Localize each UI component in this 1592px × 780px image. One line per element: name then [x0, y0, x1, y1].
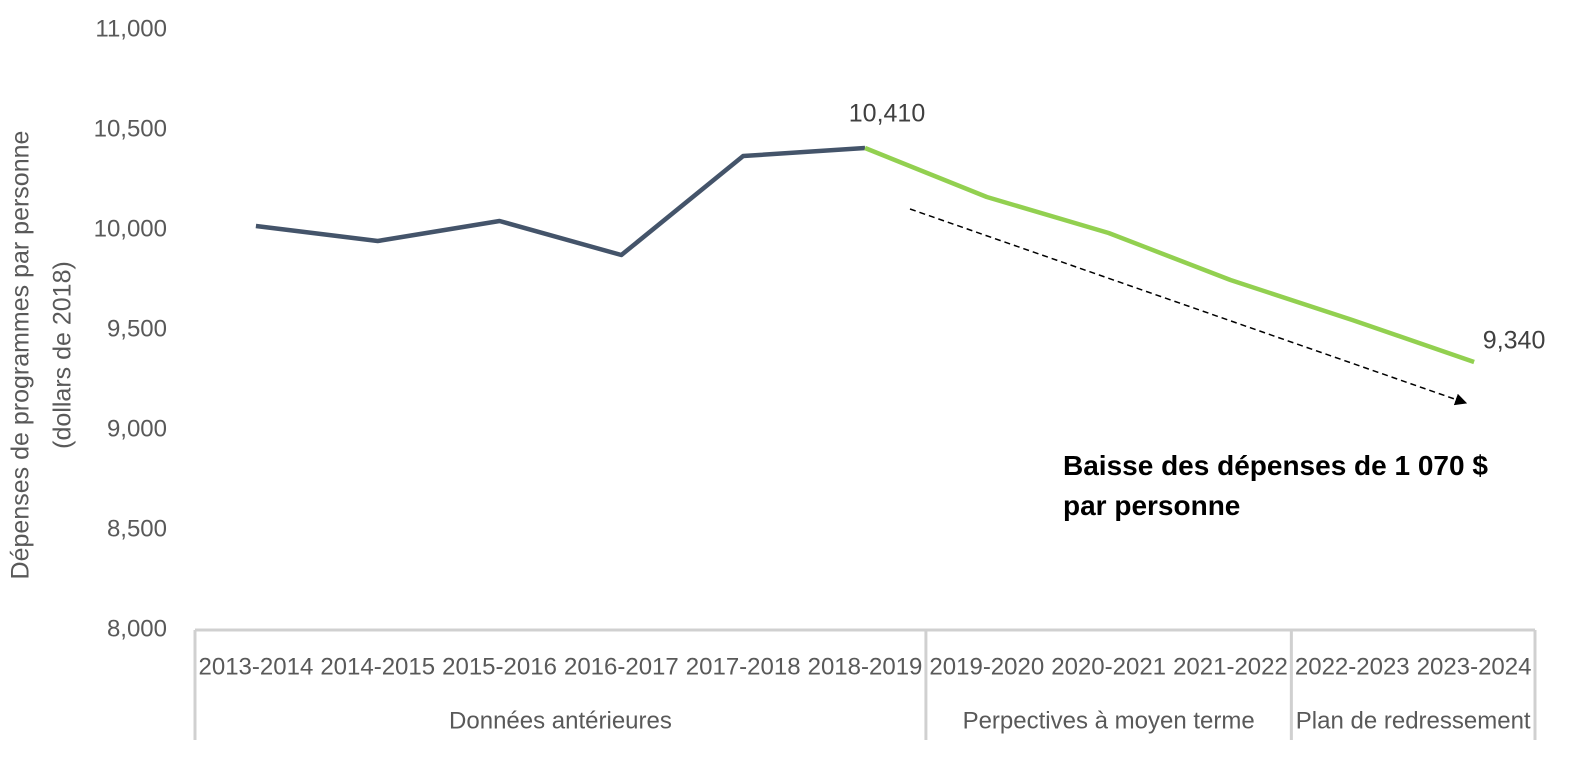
x-tick-label: 2014-2015: [320, 653, 435, 680]
y-axis-label: Dépenses de programmes par personne: [7, 131, 35, 580]
x-tick-label: 2020-2021: [1051, 653, 1166, 680]
x-tick-label: 2013-2014: [199, 653, 314, 680]
y-tick-label: 8,500: [107, 515, 167, 542]
x-tick-label: 2018-2019: [808, 653, 923, 680]
data-label: 10,410: [849, 100, 925, 128]
x-tick-label: 2019-2020: [929, 653, 1044, 680]
group-label: Perpectives à moyen terme: [963, 707, 1255, 734]
x-tick-label: 2021-2022: [1173, 653, 1288, 680]
y-tick-label: 10,500: [94, 115, 167, 142]
y-tick-label: 9,000: [107, 415, 167, 442]
group-label: Données antérieures: [449, 707, 672, 734]
line-series: [864, 145, 1475, 365]
line-series: [255, 145, 866, 258]
data-label: 9,340: [1483, 327, 1546, 355]
annotation: Baisse des dépenses de 1 070 $ par perso…: [1063, 450, 1488, 521]
y-tick-label: 8,000: [107, 615, 167, 642]
y-tick-label: 9,500: [107, 315, 167, 342]
y-axis-label: (dollars de 2018): [49, 261, 77, 449]
y-tick-label: 11,000: [95, 15, 167, 42]
y-tick-label: 10,000: [94, 215, 167, 242]
x-tick-label: 2017-2018: [686, 653, 801, 680]
x-tick-label: 2023-2024: [1417, 653, 1532, 680]
trend-arrow: [909, 208, 1468, 406]
x-tick-label: 2022-2023: [1295, 653, 1410, 680]
group-label: Plan de redressement: [1296, 707, 1531, 734]
x-tick-label: 2016-2017: [564, 653, 679, 680]
x-tick-label: 2015-2016: [442, 653, 557, 680]
